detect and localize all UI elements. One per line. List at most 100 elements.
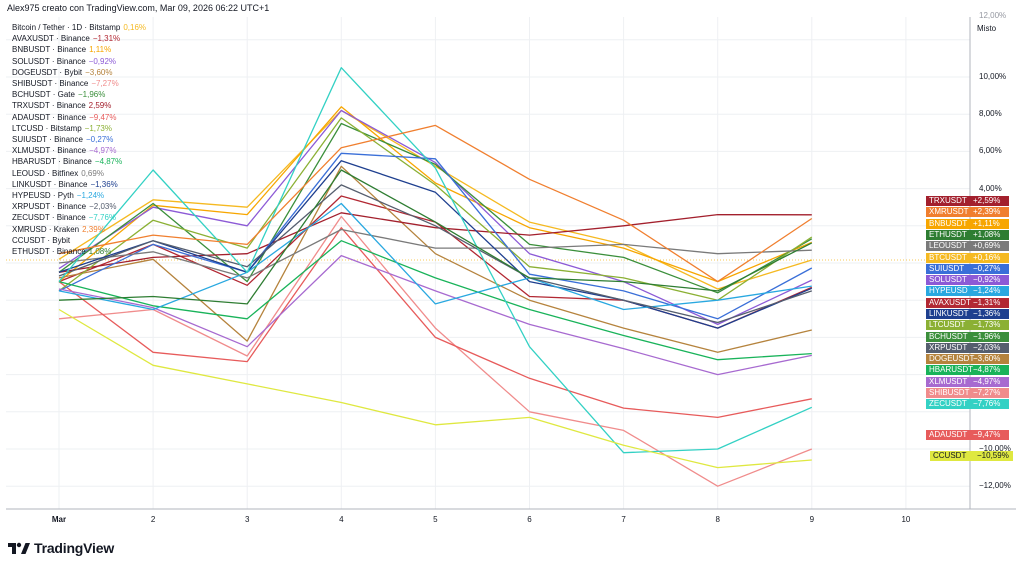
- price-badge-xrp: XRPUSDT −2,03%: [926, 343, 1009, 353]
- badge-value: +2,59%: [973, 196, 1001, 205]
- legend-item-sol[interactable]: SOLUSDT · Binance −0,92%: [12, 57, 116, 66]
- badge-value: +1,11%: [973, 219, 1000, 228]
- badge-value: +1,08%: [973, 230, 1001, 239]
- legend-item-avax[interactable]: AVAXUSDT · Binance −1,31%: [12, 34, 120, 43]
- legend-label: HBARUSDT · Binance: [12, 157, 92, 167]
- legend-item-btc[interactable]: Bitcoin / Tether · 1D · Bitstamp 0,16%: [12, 23, 146, 32]
- x-tick-label: 7: [621, 515, 626, 524]
- badge-symbol: HYPEUSD: [929, 286, 968, 295]
- legend-item-doge[interactable]: DOGEUSDT · Bybit −3,60%: [12, 68, 112, 77]
- legend-change: −0,27%: [86, 135, 114, 144]
- legend-item-xrp[interactable]: XRPUSDT · Binance −2,03%: [12, 202, 116, 211]
- legend-change: −1,31%: [92, 34, 121, 44]
- series-line-cc: [58, 308, 812, 469]
- legend-label: BCHUSDT · Gate: [12, 90, 75, 100]
- legend-item-xlm[interactable]: XLMUSDT · Binance −4,97%: [12, 146, 116, 155]
- x-tick-label: 9: [809, 515, 815, 524]
- price-badge-doge: DOGEUSDT −3,60%: [926, 354, 1009, 364]
- series-line-btc: [58, 109, 812, 290]
- y-tick-label: −10,00%: [979, 444, 1011, 453]
- y-tick-label: 12,00%: [979, 11, 1007, 20]
- legend-item-hype[interactable]: HYPEUSD · Pyth −1,24%: [12, 191, 104, 200]
- legend-item-zec[interactable]: ZECUSDT · Binance −7,76%: [12, 213, 116, 222]
- legend-change: 1,11%: [89, 45, 112, 55]
- legend-label: DOGEUSDT · Bybit: [12, 67, 83, 77]
- badge-symbol: XLMUSDT: [929, 377, 968, 386]
- y-tick-label: −12,00%: [979, 481, 1011, 491]
- badge-value: −1,36%: [973, 309, 1001, 318]
- legend-label: SOLUSDT · Binance: [12, 56, 86, 66]
- series-line-xrp: [58, 184, 813, 324]
- legend-item-bnb[interactable]: BNBUSDT · Binance 1,11%: [12, 45, 111, 54]
- tradingview-logo-icon: [8, 542, 30, 554]
- legend-item-trx[interactable]: TRXUSDT · Binance 2,59%: [12, 101, 111, 110]
- legend-label: ZECUSDT · Binance: [12, 213, 86, 223]
- series-line-leo: [58, 228, 812, 279]
- badge-symbol: XRPUSDT: [929, 343, 968, 352]
- badge-symbol: ADAUSDT: [929, 430, 968, 439]
- chart-header: Alex975 creato con TradingView.com, Mar …: [7, 3, 270, 13]
- price-badge-ada: ADAUSDT −9,47%: [926, 430, 1009, 440]
- y-tick-label: 6,00%: [979, 146, 1002, 156]
- legend-item-hbar[interactable]: HBARUSDT · Binance −4,87%: [12, 157, 122, 166]
- series-line-ada: [58, 227, 812, 419]
- x-tick-label: 10: [901, 515, 911, 524]
- badge-symbol: HBARUSDT: [929, 365, 974, 374]
- legend-item-bch[interactable]: BCHUSDT · Gate −1,96%: [12, 90, 105, 99]
- legend-label: LEOUSD · Bitfinex: [12, 168, 79, 178]
- legend-label: XRPUSDT · Binance: [12, 202, 87, 212]
- legend-change: −9,47%: [89, 112, 117, 122]
- series-line-xmr: [58, 124, 813, 283]
- legend-item-ada[interactable]: ADAUSDT · Binance −9,47%: [12, 113, 116, 122]
- badge-symbol: SHIBUSDT: [929, 388, 970, 397]
- badge-symbol: AVAXUSDT: [929, 298, 971, 307]
- x-tick-label: 3: [244, 515, 250, 524]
- legend-item-ltc[interactable]: LTCUSD · Bitstamp −1,73%: [12, 124, 112, 133]
- badge-value: −0,27%: [973, 264, 1001, 273]
- badge-symbol: BCHUSDT: [929, 332, 968, 341]
- legend-label: ETHUSDT · Binance: [12, 247, 86, 256]
- legend-item-xmr[interactable]: XMRUSD · Kraken 2,39%: [12, 225, 105, 234]
- legend-label: XLMUSDT · Binance: [12, 146, 87, 156]
- series-line-sui: [58, 152, 813, 320]
- price-badge-xmr: XMRUSDT +2,39%: [926, 207, 1009, 217]
- legend-label: LINKUSDT · Binance: [12, 179, 88, 189]
- price-badge-cc: CCUSDT −10,59%: [930, 451, 1013, 461]
- price-badge-zec: ZECUSDT −7,76%: [926, 399, 1009, 409]
- legend-label: XMRUSD · Kraken: [12, 224, 80, 234]
- legend-label: TRXUSDT · Binance: [12, 101, 86, 111]
- legend-change: 0,69%: [81, 168, 104, 178]
- scale-mode-label[interactable]: Misto: [977, 24, 997, 33]
- legend-change: −7,27%: [91, 79, 119, 88]
- y-tick-label: 4,00%: [979, 183, 1002, 193]
- legend-item-sui[interactable]: SUIUSDT · Binance −0,27%: [12, 135, 113, 144]
- legend-item-eth[interactable]: ETHUSDT · Binance 1,08%: [12, 247, 111, 256]
- legend-change: 2,59%: [88, 101, 112, 111]
- series-line-zec: [58, 67, 813, 454]
- legend-label: BNBUSDT · Binance: [12, 45, 87, 55]
- price-badge-sui: SUIUSDT −0,27%: [926, 264, 1009, 274]
- legend-item-leo[interactable]: LEOUSD · Bitfinex 0,69%: [12, 169, 104, 178]
- legend-change: −4,97%: [89, 146, 117, 156]
- series-line-xlm: [58, 254, 812, 376]
- legend-label: HYPEUSD · Pyth: [12, 191, 74, 200]
- legend-item-cc[interactable]: CCUSDT · Bybit: [12, 236, 70, 245]
- legend-change: −3,60%: [85, 67, 113, 77]
- series-line-shib: [58, 215, 813, 487]
- price-badge-trx: TRXUSDT +2,59%: [926, 196, 1009, 206]
- legend-label: SHIBUSDT · Binance: [12, 79, 89, 88]
- legend-change: 2,39%: [82, 224, 105, 234]
- badge-symbol: XMRUSDT: [929, 207, 969, 216]
- series-line-ltc: [58, 117, 813, 301]
- legend-item-shib[interactable]: SHIBUSDT · Binance −7,27%: [12, 79, 119, 88]
- legend-label: SUIUSDT · Binance: [12, 135, 83, 144]
- price-badge-shib: SHIBUSDT −7,27%: [926, 388, 1009, 398]
- series-line-eth: [58, 169, 813, 305]
- badge-value: −3,60%: [973, 354, 1001, 363]
- legend-change: −7,76%: [88, 213, 117, 223]
- legend-change: −1,73%: [84, 123, 112, 133]
- y-tick-label: 8,00%: [979, 109, 1002, 119]
- legend-item-link[interactable]: LINKUSDT · Binance −1,36%: [12, 180, 118, 189]
- price-badge-ltc: LTCUSDT −1,73%: [926, 320, 1009, 330]
